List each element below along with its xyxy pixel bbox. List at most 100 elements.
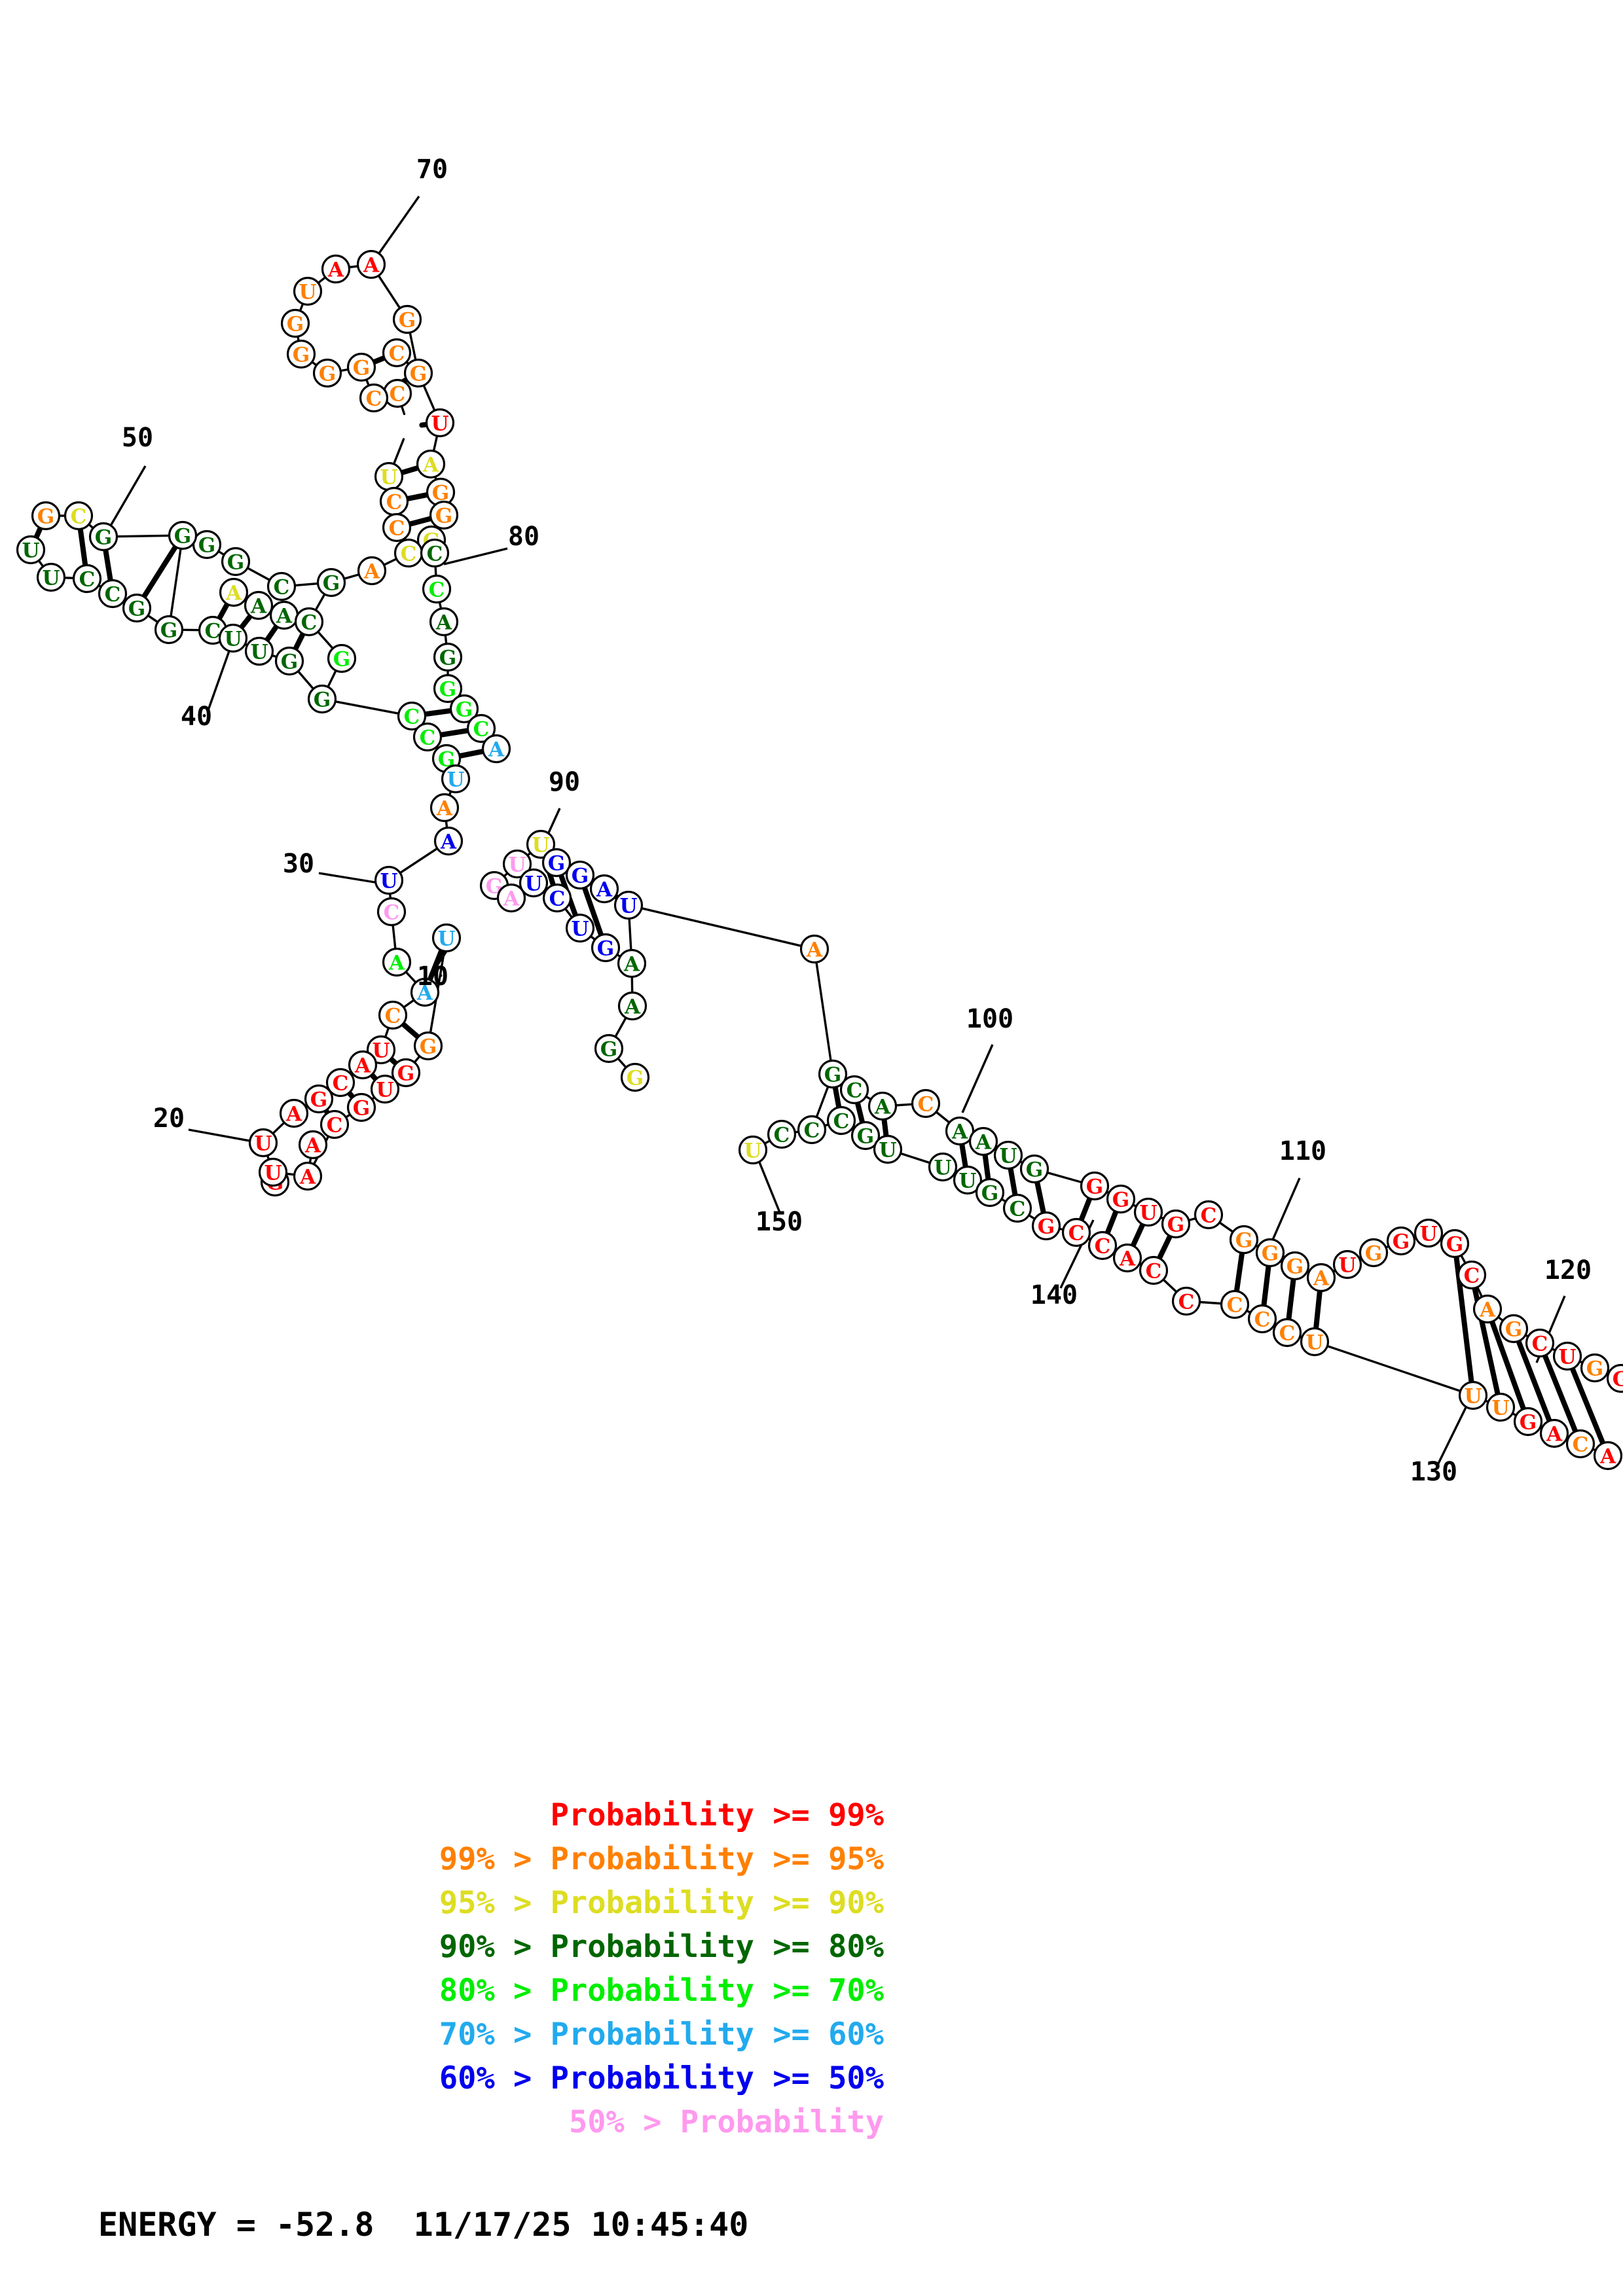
rna-base-G[interactable]: G <box>88 522 119 552</box>
rna-base-A[interactable]: A <box>298 1130 328 1160</box>
rna-base-C[interactable]: C <box>797 1115 827 1145</box>
rna-base-A[interactable]: A <box>429 607 459 637</box>
rna-base-A[interactable]: A <box>321 254 351 284</box>
rna-base-U[interactable]: U <box>374 865 404 895</box>
rna-base-G[interactable]: G <box>541 848 572 878</box>
rna-base-A[interactable]: A <box>357 556 387 586</box>
rna-base-C[interactable]: C <box>379 486 409 516</box>
rna-base-G[interactable]: G <box>433 642 463 672</box>
rna-base-U[interactable]: U <box>502 849 532 879</box>
rna-base-G[interactable]: G <box>565 860 595 890</box>
rna-base-A[interactable]: A <box>348 1050 378 1080</box>
rna-base-A[interactable]: A <box>1593 1441 1623 1471</box>
rna-base-C[interactable]: C <box>1457 1260 1487 1290</box>
rna-base-C[interactable]: C <box>422 574 452 604</box>
rna-base-A[interactable]: A <box>867 1091 898 1121</box>
rna-base-U[interactable]: U <box>1458 1380 1488 1410</box>
rna-base-U[interactable]: U <box>953 1165 983 1195</box>
rna-base-G[interactable]: G <box>1606 1363 1623 1393</box>
rna-base-U[interactable]: U <box>928 1152 958 1182</box>
rna-base-C[interactable]: C <box>1565 1429 1596 1459</box>
rna-base-C[interactable]: C <box>266 571 297 601</box>
rna-base-A[interactable]: A <box>433 826 464 856</box>
rna-base-A[interactable]: A <box>244 590 274 620</box>
rna-base-C[interactable]: C <box>1139 1255 1169 1285</box>
rna-base-G[interactable]: G <box>620 1062 650 1092</box>
rna-base-A[interactable]: A <box>1112 1243 1142 1273</box>
rna-base-A[interactable]: A <box>496 883 526 913</box>
rna-base-A[interactable]: A <box>1306 1263 1336 1293</box>
rna-base-A[interactable]: A <box>1539 1418 1569 1448</box>
rna-base-U[interactable]: U <box>244 636 274 666</box>
rna-base-G[interactable]: G <box>391 1058 421 1088</box>
rna-base-C[interactable]: C <box>294 607 324 637</box>
rna-base-A[interactable]: A <box>429 793 460 823</box>
rna-base-A[interactable]: A <box>293 1161 323 1191</box>
rna-base-G[interactable]: G <box>31 501 61 531</box>
rna-base-C[interactable]: C <box>1061 1217 1091 1247</box>
rna-base-C[interactable]: C <box>319 1109 350 1139</box>
rna-base-C[interactable]: C <box>376 897 407 927</box>
rna-base-G[interactable]: G <box>403 358 433 388</box>
rna-base-C[interactable]: C <box>1247 1304 1277 1334</box>
rna-base-G[interactable]: G <box>286 339 316 369</box>
rna-base-C[interactable]: C <box>382 338 412 368</box>
rna-base-A[interactable]: A <box>617 948 647 978</box>
rna-base-G[interactable]: G <box>1031 1211 1061 1241</box>
rna-base-A[interactable]: A <box>219 577 249 607</box>
rna-base-U[interactable]: U <box>1552 1341 1582 1371</box>
rna-base-G[interactable]: G <box>1359 1238 1389 1268</box>
rna-base-A[interactable]: A <box>382 947 412 977</box>
rna-base-A[interactable]: A <box>799 934 830 964</box>
rna-base-U[interactable]: U <box>519 868 549 898</box>
rna-base-U[interactable]: U <box>1133 1197 1163 1227</box>
rna-base-A[interactable]: A <box>279 1098 309 1128</box>
rna-base-C[interactable]: C <box>1272 1318 1302 1348</box>
rna-base-C[interactable]: C <box>826 1105 856 1136</box>
rna-base-A[interactable]: A <box>1472 1294 1503 1324</box>
rna-base-G[interactable]: G <box>280 308 310 338</box>
rna-base-A[interactable]: A <box>356 249 386 279</box>
rna-base-C[interactable]: C <box>378 1000 408 1030</box>
rna-base-U[interactable]: U <box>1332 1249 1362 1280</box>
rna-base-G[interactable]: G <box>346 352 376 382</box>
rna-base-U[interactable]: U <box>873 1134 903 1164</box>
rna-base-U[interactable]: U <box>1486 1392 1516 1422</box>
rna-base-G[interactable]: G <box>221 547 251 577</box>
rna-base-G[interactable]: G <box>1280 1251 1310 1281</box>
rna-base-G[interactable]: G <box>1499 1314 1529 1344</box>
rna-base-G[interactable]: G <box>304 1084 334 1114</box>
rna-base-U[interactable]: U <box>1300 1327 1330 1357</box>
rna-base-C[interactable]: C <box>98 579 128 609</box>
rna-base-A[interactable]: A <box>589 874 619 904</box>
rna-base-G[interactable]: G <box>316 567 346 598</box>
rna-base-C[interactable]: C <box>1525 1328 1555 1358</box>
rna-base-G[interactable]: G <box>429 500 459 530</box>
rna-base-U[interactable]: U <box>431 923 462 953</box>
rna-base-G[interactable]: G <box>1161 1209 1191 1239</box>
rna-base-U[interactable]: U <box>993 1140 1023 1170</box>
rna-base-G[interactable]: G <box>1255 1238 1285 1268</box>
rna-base-U[interactable]: U <box>613 890 644 920</box>
rna-base-A[interactable]: A <box>410 977 440 1007</box>
rna-base-A[interactable]: A <box>416 449 446 479</box>
rna-base-G[interactable]: G <box>1019 1154 1049 1184</box>
rna-base-G[interactable]: G <box>307 684 337 714</box>
rna-base-G[interactable]: G <box>327 643 357 673</box>
rna-base-U[interactable]: U <box>258 1157 288 1187</box>
rna-base-U[interactable]: U <box>370 1074 400 1104</box>
rna-base-C[interactable]: C <box>382 512 412 543</box>
rna-base-C[interactable]: C <box>382 378 412 408</box>
rna-base-G[interactable]: G <box>594 1033 624 1064</box>
rna-base-C[interactable]: C <box>359 383 389 413</box>
rna-base-G[interactable]: G <box>591 933 621 963</box>
rna-base-C[interactable]: C <box>412 722 443 752</box>
rna-base-G[interactable]: G <box>274 646 304 676</box>
rna-base-G[interactable]: G <box>413 1031 443 1061</box>
rna-base-G[interactable]: G <box>850 1121 881 1151</box>
rna-base-G[interactable]: G <box>312 358 342 388</box>
rna-base-C[interactable]: C <box>64 501 94 531</box>
rna-base-C[interactable]: C <box>466 713 496 744</box>
rna-base-C[interactable]: C <box>542 883 572 913</box>
rna-base-C[interactable]: C <box>1002 1193 1032 1223</box>
